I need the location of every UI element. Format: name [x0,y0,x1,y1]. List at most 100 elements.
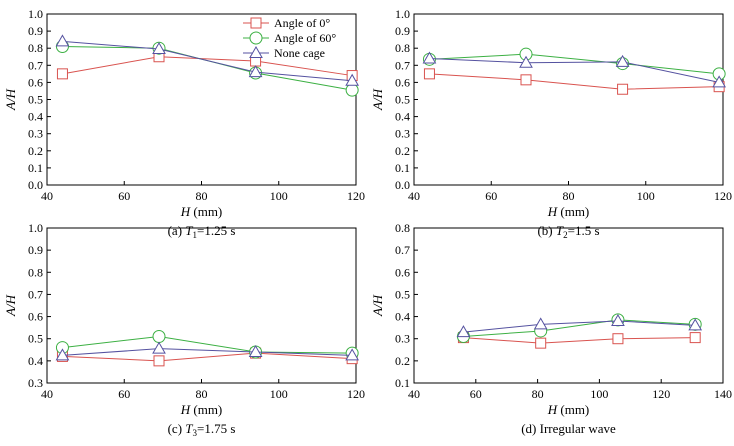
series-line-3 [429,57,720,83]
data-point [535,337,547,349]
y-tick-label: 0.9 [395,24,410,38]
panel-caption: (a) T1=1.25 s [168,223,236,240]
legend-marker [249,31,263,45]
chart-panel-3: 0.3 0.4 0.5 0.6 0.7 0.8 0.9 1.0 40 60 80 100 120 A/H H… [3,221,365,438]
x-axis-label-var: H [547,204,558,219]
y-tick-label: 0.7 [28,287,43,301]
x-tick-label: 100 [270,387,288,401]
x-axis-label-var: H [180,204,191,219]
x-axis-label-unit: (mm) [557,402,589,417]
x-axis-label: H (mm) [180,204,223,219]
caption-prefix: (d) [521,421,539,436]
x-axis-label-unit: (mm) [557,204,589,219]
x-axis-label-unit: (mm) [190,204,222,219]
plot-frame [413,227,724,384]
y-tick-label: 0.5 [28,332,43,346]
data-point [423,68,435,80]
y-axis-label: A/H [3,294,18,317]
caption-var: T [185,223,193,238]
series-line-3 [62,348,353,356]
data-point [55,348,70,361]
y-tick-label: 0.2 [28,144,43,158]
x-tick-label: 140 [714,387,732,401]
data-point [248,65,263,78]
chart-panel-2: 0.0 0.1 0.2 0.3 0.4 0.5 0.6 0.7 0.8 0.9 1.0 40 60 80 1… [370,7,732,240]
y-tick-label: 0.8 [28,41,43,55]
plot-frame [46,227,357,384]
y-tick-label: 0.6 [395,75,410,89]
y-tick-label: 0.2 [395,354,410,368]
y-tick-label: 0.3 [395,332,410,346]
x-tick-label: 40 [408,387,420,401]
y-tick-label: 0.0 [395,178,410,192]
data-point [615,54,630,67]
y-tick-label: 1.0 [28,7,43,21]
series-line-1 [429,73,720,90]
data-point [712,75,726,88]
y-tick-label: 0.8 [395,221,410,235]
data-point [55,34,70,47]
legend-marker [250,17,262,29]
y-tick-label: 1.0 [395,7,410,21]
y-tick-label: 0.5 [28,93,43,107]
data-point [617,83,629,95]
panel-caption: (d) Irregular wave [521,421,616,436]
x-axis-label-unit: (mm) [190,402,222,417]
y-tick-label: 0.5 [395,93,410,107]
series-line-1 [62,56,353,77]
series-line-1 [463,337,696,344]
caption-suffix: =1.75 s [197,421,235,436]
data-point [345,73,359,86]
y-tick-label: 0.4 [28,110,43,124]
y-tick-label: 0.6 [395,265,410,279]
caption-var: T [556,223,564,238]
y-tick-label: 0.7 [395,58,410,72]
y-tick-label: 0.7 [28,58,43,72]
x-tick-label: 120 [347,189,365,203]
data-point [520,74,532,86]
series-line-2 [429,53,720,75]
data-point [612,333,624,345]
x-tick-label: 40 [408,189,420,203]
y-axis-label: A/H [370,88,385,111]
y-tick-label: 0.9 [28,243,43,257]
caption-sub: 3 [193,428,198,438]
data-point [422,51,437,64]
y-tick-label: 0.2 [395,144,410,158]
data-point [688,318,703,331]
data-point [152,42,166,55]
caption-sub: 1 [193,230,198,240]
legend: Angle of 0°Angle of 60°None cage [243,16,336,60]
y-tick-label: 1.0 [28,221,43,235]
y-tick-label: 0.4 [395,310,410,324]
data-point [152,330,166,343]
x-axis-label: H (mm) [547,402,590,417]
x-tick-label: 60 [470,387,482,401]
caption-sub: 2 [563,230,568,240]
y-tick-label: 0.6 [28,310,43,324]
x-tick-label: 60 [485,189,497,203]
legend-label: Angle of 60° [274,31,336,45]
data-point [611,313,625,326]
y-tick-label: 0.4 [28,354,43,368]
y-tick-label: 0.6 [28,75,43,89]
y-axis-label: A/H [370,294,385,317]
x-tick-label: 100 [590,387,608,401]
data-point [345,83,359,97]
x-tick-label: 40 [41,189,53,203]
x-tick-label: 120 [652,387,670,401]
data-point [152,341,166,354]
plot-frame [413,13,724,186]
y-tick-label: 0.8 [28,265,43,279]
series-line-1 [62,352,353,362]
y-tick-label: 0.7 [395,243,410,257]
y-axis-label: A/H [3,88,18,111]
data-point [248,344,263,357]
caption-suffix: =1.5 s [568,223,600,238]
data-point [533,317,548,330]
legend-marker [249,45,263,58]
data-point [153,355,165,367]
x-axis-label-var: H [547,402,558,417]
legend-label: Angle of 0° [274,16,330,30]
